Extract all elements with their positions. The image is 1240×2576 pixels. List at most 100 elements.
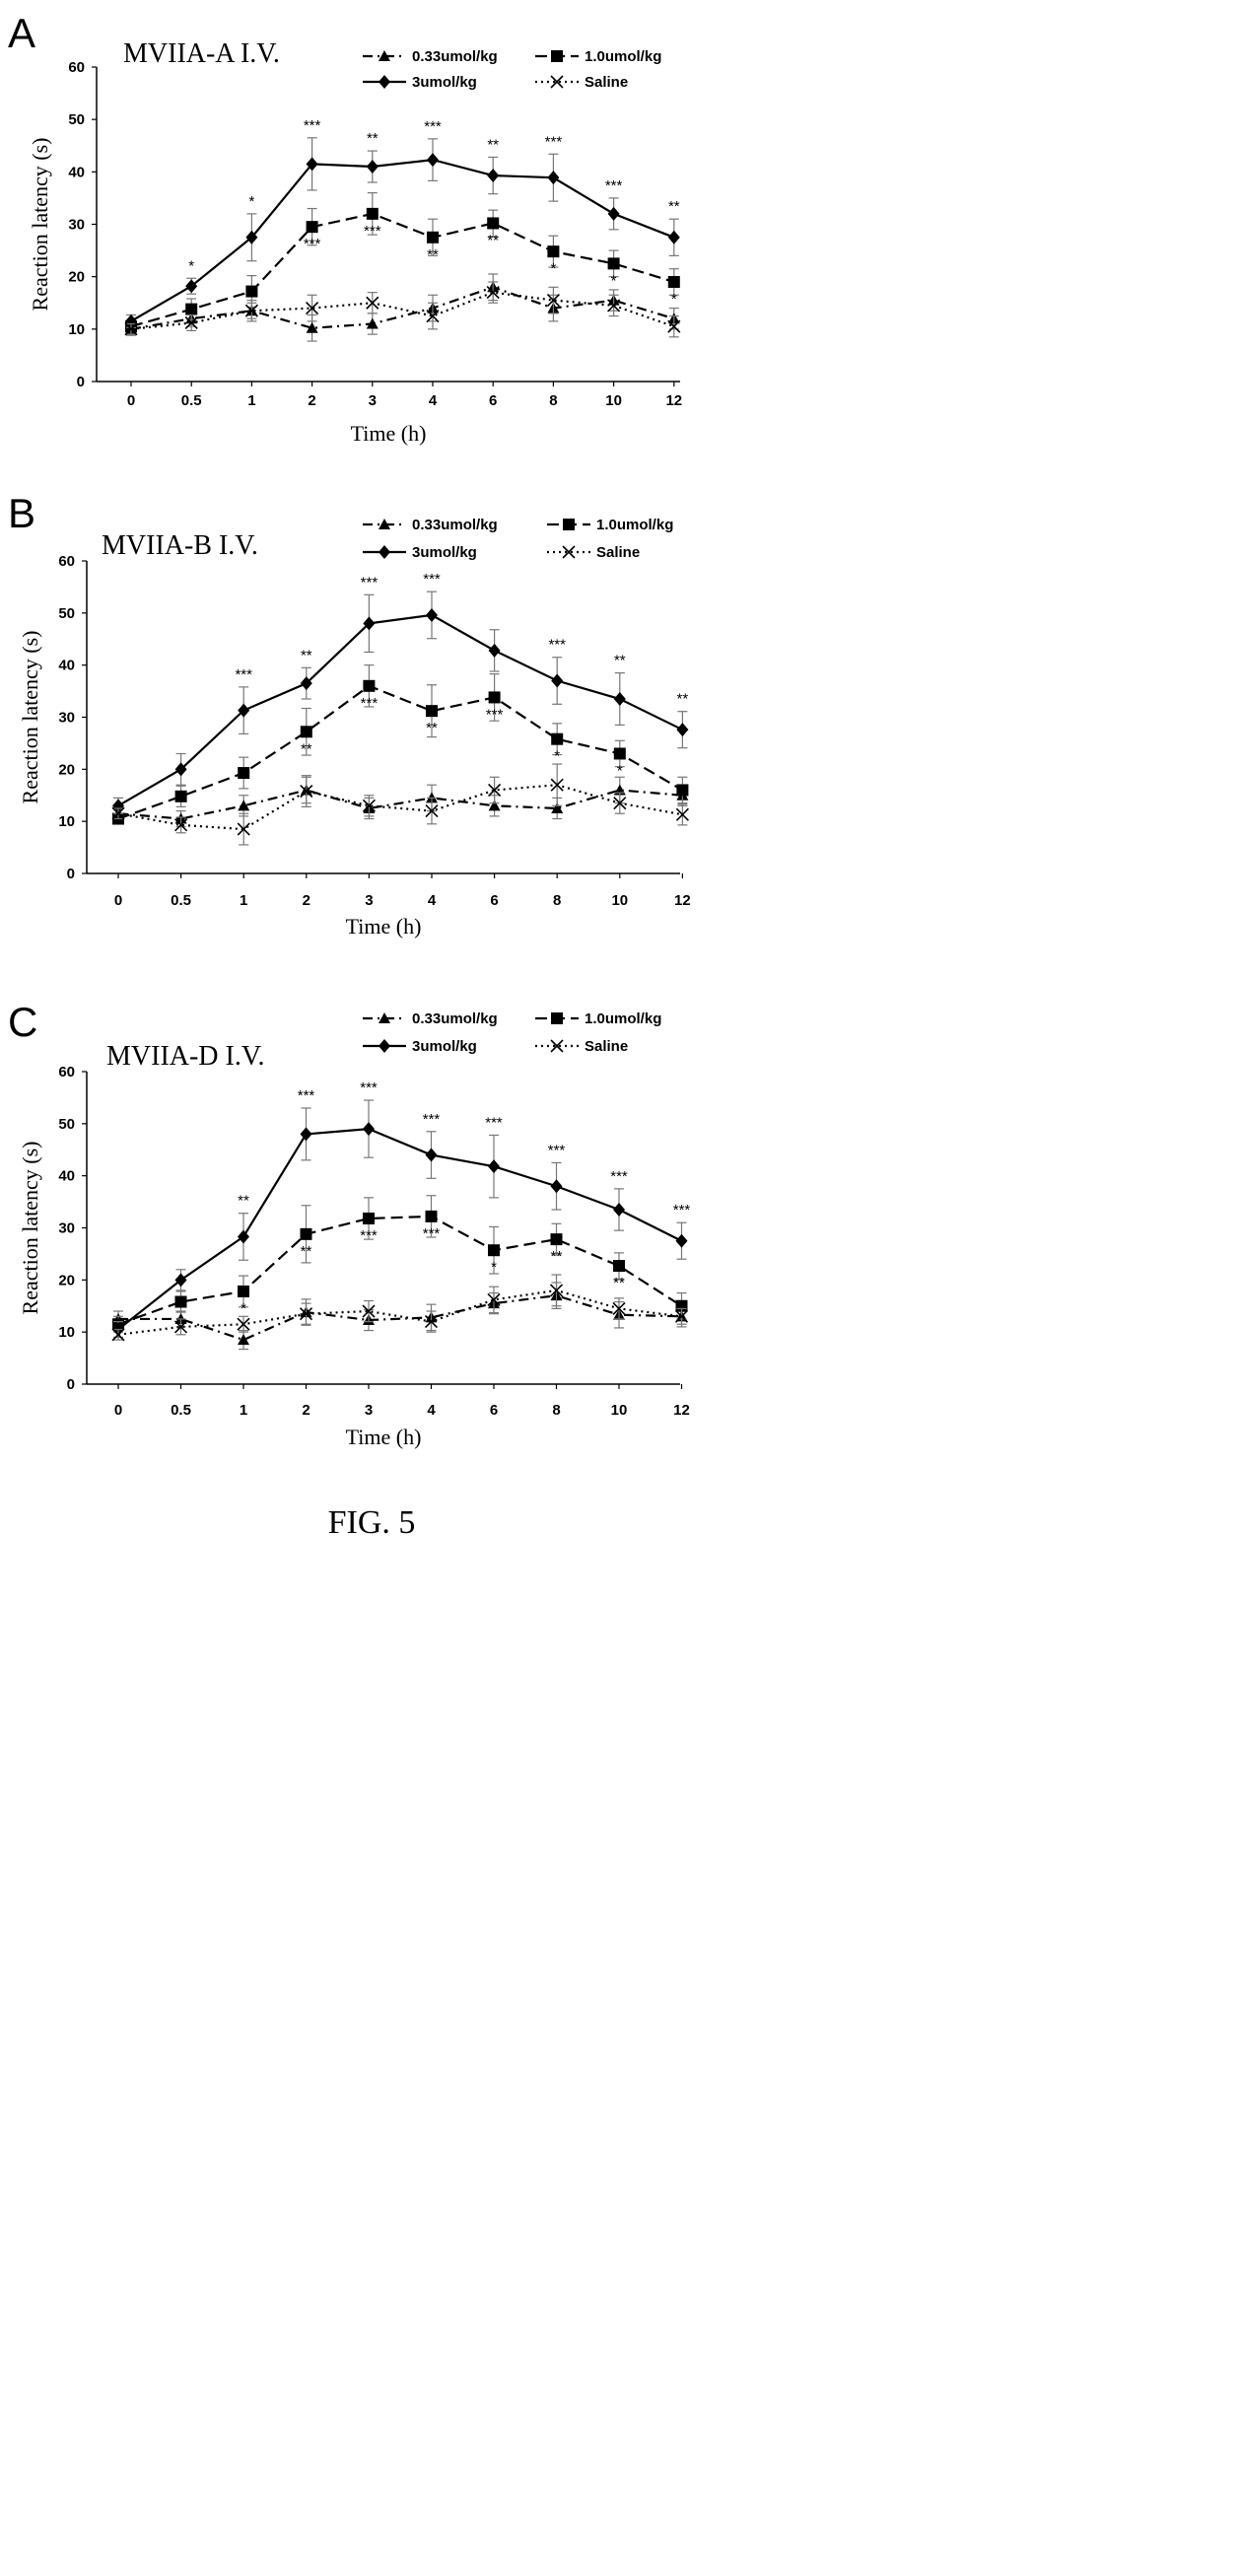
data-point <box>306 321 318 333</box>
panel-letter: C <box>8 999 37 1045</box>
x-tick-label: 12 <box>674 892 691 909</box>
significance-mark: * <box>611 272 617 289</box>
data-point <box>185 303 198 315</box>
legend-item: Saline <box>535 1038 628 1055</box>
significance-mark: *** <box>545 133 563 150</box>
x-tick-label: 3 <box>365 1402 373 1419</box>
data-point <box>550 1179 563 1194</box>
data-point <box>549 1284 564 1297</box>
series-line <box>117 784 683 831</box>
data-point <box>362 1304 376 1318</box>
significance-mark: * <box>671 291 677 308</box>
series-line <box>130 291 675 330</box>
x-axis-label: Time (h) <box>346 1425 422 1449</box>
significance-mark: *** <box>423 1225 441 1242</box>
significance-mark: ** <box>426 720 438 736</box>
data-point <box>488 1159 500 1174</box>
x-tick-label: 10 <box>611 1402 628 1419</box>
series-triangle <box>112 1282 688 1351</box>
y-tick-label: 50 <box>58 1116 75 1133</box>
data-point <box>174 762 187 777</box>
data-point <box>238 1285 249 1297</box>
significance-mark: *** <box>361 695 379 712</box>
data-point <box>306 221 318 234</box>
y-tick-label: 60 <box>58 553 75 570</box>
series-x <box>111 763 689 846</box>
data-point <box>486 286 500 300</box>
series-line <box>118 1294 682 1342</box>
significance-mark: *** <box>485 1114 503 1131</box>
significance-mark: *** <box>423 1111 441 1128</box>
series-square: ****** ******** <box>112 1195 688 1333</box>
data-point <box>613 797 627 810</box>
legend-item: 1.0umol/kg <box>535 48 661 65</box>
x-tick-label: 4 <box>429 392 438 409</box>
series-line <box>117 613 683 807</box>
y-tick-label: 40 <box>58 658 75 674</box>
y-tick-label: 10 <box>58 813 75 830</box>
y-tick-label: 20 <box>68 269 85 286</box>
x-tick-label: 0.5 <box>171 1402 191 1419</box>
significance-mark: *** <box>360 1227 378 1244</box>
data-point <box>551 801 564 813</box>
legend-label: 3umol/kg <box>412 1038 477 1055</box>
data-point <box>426 309 440 323</box>
data-point <box>676 723 689 737</box>
legend-marker <box>550 1039 564 1053</box>
x-tick-label: 10 <box>611 892 628 909</box>
significance-mark: *** <box>610 1168 628 1185</box>
data-point <box>607 299 621 313</box>
data-point <box>366 207 379 220</box>
data-point <box>173 1320 188 1334</box>
significance-mark: *** <box>304 117 321 134</box>
legend-item: Saline <box>547 544 640 561</box>
legend-label: Saline <box>585 74 628 91</box>
legend: 0.33umol/kg 1.0umol/kg 3umol/kg Saline <box>363 1010 661 1055</box>
data-point <box>306 157 318 172</box>
data-point <box>306 302 319 315</box>
data-point <box>488 783 502 798</box>
data-point <box>488 691 501 704</box>
significance-mark: * <box>617 762 623 779</box>
legend-label: 0.33umol/kg <box>412 1010 498 1027</box>
legend-marker <box>379 1039 390 1053</box>
y-tick-label: 40 <box>68 164 85 180</box>
data-point <box>174 818 188 832</box>
significance-mark: ** <box>301 740 312 757</box>
x-tick-label: 10 <box>605 392 622 409</box>
legend-marker <box>379 519 390 529</box>
significance-mark: *** <box>235 666 252 683</box>
legend: 0.33umol/kg 1.0umol/kg 3umol/kg Saline <box>363 48 661 91</box>
x-tick-label: 8 <box>549 392 557 409</box>
y-tick-label: 30 <box>58 1220 75 1237</box>
data-point <box>363 1212 375 1224</box>
series-square: ************* <box>125 192 680 333</box>
x-tick-label: 0.5 <box>181 392 202 409</box>
x-tick-label: 4 <box>427 1402 436 1419</box>
significance-mark: *** <box>548 1142 566 1158</box>
significance-mark: ** <box>551 1248 563 1265</box>
significance-mark: ** <box>487 232 499 248</box>
x-tick-label: 1 <box>247 392 255 409</box>
data-point <box>607 257 620 270</box>
data-point <box>425 1148 438 1162</box>
data-point <box>425 804 439 818</box>
significance-mark: * <box>248 193 254 210</box>
data-point <box>424 1315 439 1329</box>
series-line <box>117 789 683 820</box>
y-tick-label: 20 <box>58 761 75 778</box>
legend: 0.33umol/kg 1.0umol/kg 3umol/kg Saline <box>363 517 673 561</box>
data-point <box>675 1233 688 1248</box>
legend-marker <box>379 545 390 559</box>
x-tick-label: 0 <box>114 892 122 909</box>
data-point <box>245 285 258 298</box>
significance-mark: ** <box>614 653 626 669</box>
series-line <box>117 1215 683 1326</box>
data-point <box>300 1227 312 1240</box>
significance-mark: ** <box>238 1193 249 1210</box>
y-tick-label: 0 <box>67 1376 75 1393</box>
significance-mark: ** <box>367 130 379 147</box>
data-point <box>612 1301 626 1315</box>
x-tick-label: 6 <box>489 392 497 409</box>
